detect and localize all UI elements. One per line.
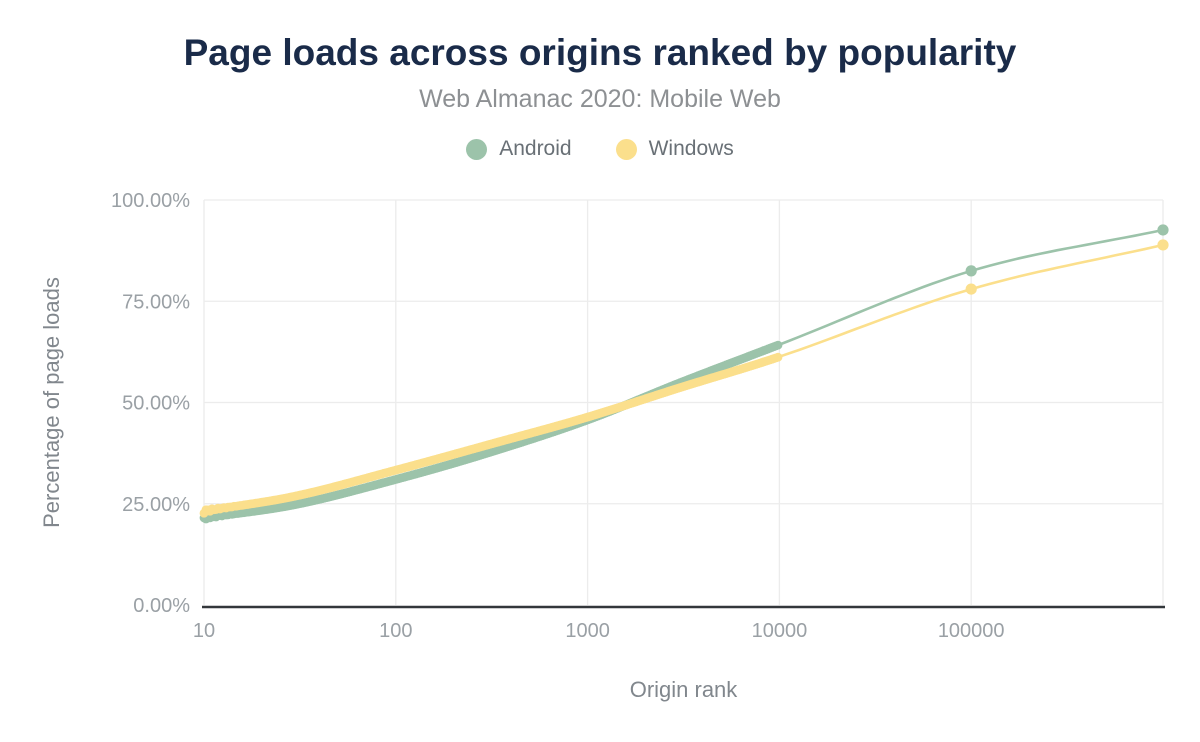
legend-label: Android [499, 137, 572, 160]
chart-subtitle: Web Almanac 2020: Mobile Web [419, 85, 781, 113]
data-point-android-1000000[interactable] [1157, 224, 1169, 236]
legend-dot-windows [615, 138, 637, 160]
tick-labels: 0.00% 25.00% 50.00% 75.00% 100.00% 10 100 1000 1… [111, 190, 1005, 642]
y-tick-label-25: 25.00% [122, 494, 190, 516]
series-android [199, 224, 1169, 524]
series-windows [199, 239, 1169, 518]
legend-item-windows[interactable]: Windows [615, 137, 734, 161]
legend: Android Windows [0, 137, 1200, 161]
legend-label: Windows [648, 137, 734, 160]
y-axis-title: Percentage of page loads [39, 277, 64, 528]
x-tick-label-1000: 1000 [565, 620, 610, 642]
x-axis-title: Origin rank [630, 677, 739, 702]
dense-data-dot [773, 352, 783, 362]
x-tick-label-100: 100 [379, 620, 412, 642]
gridlines [203, 199, 1164, 605]
x-tick-label-10: 10 [193, 620, 215, 642]
y-tick-label-100: 100.00% [111, 190, 190, 212]
y-tick-label-0: 0.00% [133, 595, 190, 617]
data-point-windows-100000[interactable] [965, 283, 977, 295]
x-tick-label-10000: 10000 [752, 620, 808, 642]
data-point-windows-1000000[interactable] [1157, 239, 1169, 251]
y-tick-label-75: 75.00% [122, 291, 190, 313]
x-tick-label-100000: 100000 [938, 620, 1005, 642]
chart-title: Page loads across origins ranked by popu… [183, 32, 1017, 73]
y-tick-label-50: 50.00% [122, 393, 190, 415]
legend-item-android[interactable]: Android [466, 137, 572, 161]
data-point-android-100000[interactable] [965, 265, 977, 277]
legend-dot-android [466, 138, 488, 160]
